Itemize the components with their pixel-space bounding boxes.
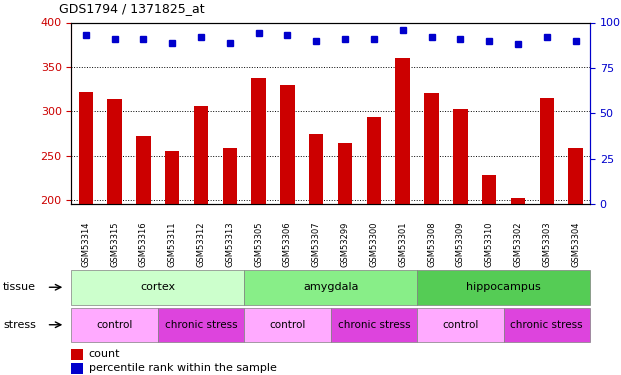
Text: GSM53301: GSM53301 — [398, 221, 407, 267]
Bar — [79, 92, 93, 204]
Text: GSM53310: GSM53310 — [484, 221, 494, 267]
Bar — [453, 108, 468, 204]
Text: cortex: cortex — [140, 282, 175, 292]
Text: GSM53307: GSM53307 — [312, 221, 321, 267]
Bar — [366, 117, 381, 204]
Text: chronic stress: chronic stress — [165, 320, 237, 330]
Bar — [136, 136, 151, 204]
Bar — [568, 148, 582, 204]
Bar — [482, 175, 496, 204]
Bar — [252, 78, 266, 204]
Bar — [338, 143, 352, 204]
Bar — [309, 134, 324, 204]
Bar — [510, 198, 525, 204]
Text: tissue: tissue — [3, 282, 36, 292]
Bar — [107, 99, 122, 204]
Text: control: control — [442, 320, 479, 330]
Text: GSM53312: GSM53312 — [197, 221, 206, 267]
Bar — [223, 148, 237, 204]
Text: control: control — [96, 320, 133, 330]
Text: GSM53308: GSM53308 — [427, 221, 436, 267]
Bar — [540, 98, 554, 204]
Bar — [424, 93, 438, 204]
Text: control: control — [270, 320, 306, 330]
Text: chronic stress: chronic stress — [338, 320, 410, 330]
Bar — [280, 86, 295, 204]
Text: hippocampus: hippocampus — [466, 282, 541, 292]
Text: chronic stress: chronic stress — [510, 320, 583, 330]
Text: stress: stress — [3, 320, 36, 330]
Bar — [165, 151, 179, 204]
Text: GSM53314: GSM53314 — [81, 221, 90, 267]
Text: GSM53302: GSM53302 — [514, 221, 522, 267]
Text: GDS1794 / 1371825_at: GDS1794 / 1371825_at — [59, 2, 205, 15]
Bar — [396, 58, 410, 204]
Text: percentile rank within the sample: percentile rank within the sample — [89, 363, 277, 374]
Text: GSM53299: GSM53299 — [340, 222, 350, 267]
Text: GSM53303: GSM53303 — [542, 221, 551, 267]
Text: GSM53315: GSM53315 — [110, 221, 119, 267]
Text: GSM53313: GSM53313 — [225, 221, 234, 267]
Text: GSM53306: GSM53306 — [283, 221, 292, 267]
Text: GSM53316: GSM53316 — [139, 221, 148, 267]
Text: GSM53304: GSM53304 — [571, 221, 580, 267]
Text: count: count — [89, 350, 120, 359]
Bar — [194, 106, 208, 204]
Text: GSM53309: GSM53309 — [456, 221, 465, 267]
Text: GSM53300: GSM53300 — [369, 221, 378, 267]
Text: GSM53305: GSM53305 — [254, 221, 263, 267]
Text: GSM53311: GSM53311 — [168, 221, 177, 267]
Text: amygdala: amygdala — [303, 282, 358, 292]
